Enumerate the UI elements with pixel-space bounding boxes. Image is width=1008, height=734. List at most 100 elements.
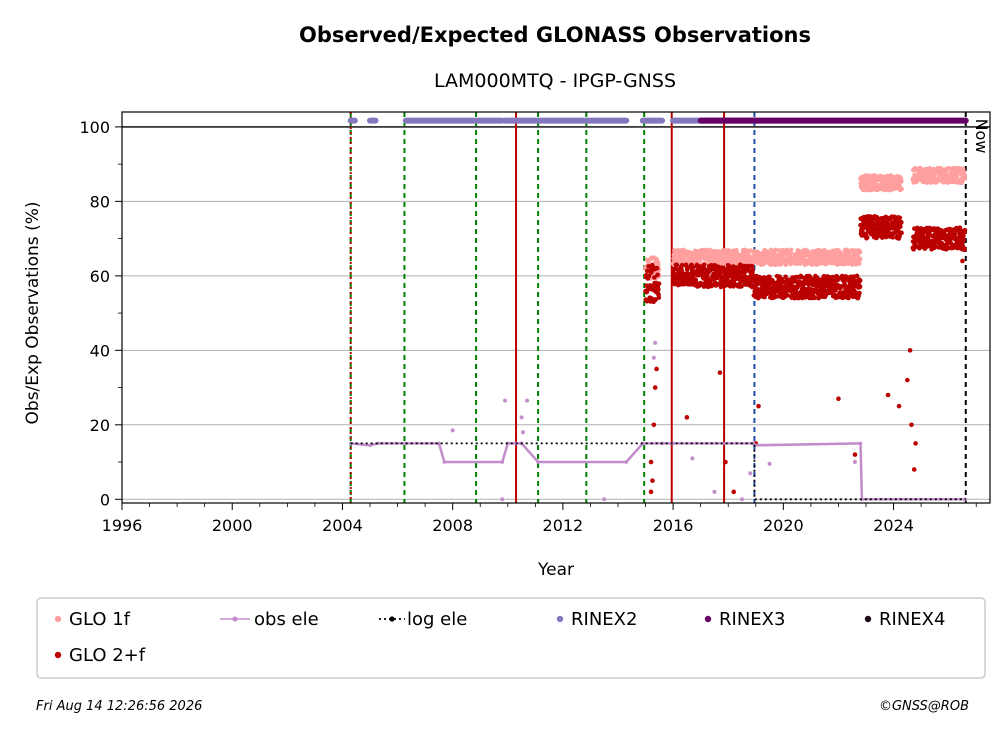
glo_1f-point [946, 165, 952, 171]
legend-marker [389, 616, 395, 622]
legend-marker [556, 615, 564, 623]
legend-item-log_ele: log ele [379, 609, 467, 630]
legend-label: RINEX4 [879, 609, 945, 630]
now-label: Now [972, 119, 991, 154]
footer-credit: ©GNSS@ROB [879, 699, 969, 714]
legend-item-glo_2f: GLO 2+f [54, 645, 146, 666]
glo_2f-point [898, 224, 903, 229]
obs-ele-point [653, 340, 658, 345]
x-tick-label: 2016 [653, 516, 694, 535]
glo_2f-point [962, 247, 967, 252]
obs-ele-point [368, 443, 372, 448]
chart-title: Observed/Expected GLONASS Observations [299, 23, 811, 47]
x-tick-label: 2024 [873, 516, 914, 535]
legend-item-rinex3: RINEX3 [704, 609, 785, 630]
glo_1f-point [961, 169, 967, 175]
glo_2f-point [644, 289, 650, 295]
glo_2f-point [646, 273, 652, 279]
glo_1f-point [744, 248, 750, 253]
legend-marker [864, 615, 872, 623]
glo_2f-point [907, 348, 913, 353]
obs-ele-point [536, 460, 540, 464]
glo_2f-point [885, 392, 891, 398]
glo_2f-point [653, 297, 658, 303]
legend-marker [54, 615, 62, 623]
glo_2f-point [650, 478, 655, 483]
glo_2f-point [654, 366, 659, 372]
glo_2f-point [857, 290, 862, 296]
glo_2f-point [679, 262, 685, 268]
event-lines [349, 112, 967, 503]
y-tick-label: 100 [79, 118, 110, 137]
glo_1f-point [899, 179, 904, 184]
x-axis-label: Year [537, 560, 574, 580]
glo_1f-point [788, 247, 794, 253]
glo_2f-point [723, 459, 728, 465]
obs-ele-point [519, 415, 524, 420]
glo_2f-point [960, 258, 965, 264]
legend-marker [54, 651, 62, 659]
obs-ele-point [767, 461, 772, 466]
glo_2f-point [674, 262, 680, 268]
x-tick-label: 2004 [322, 516, 363, 535]
obs-ele-point [852, 460, 857, 465]
glo_2f-point [909, 422, 914, 428]
glo_2f-point [913, 441, 918, 446]
obs-ele-point [437, 441, 441, 446]
y-tick-label: 40 [90, 341, 110, 360]
obs-ele-point [520, 430, 525, 435]
plot-frame [121, 111, 991, 504]
glo_2f-point [857, 284, 863, 290]
glo_2f-point [830, 274, 835, 280]
y-axis-label: Obs/Exp Observations (%) [23, 202, 43, 425]
glo_2f-point [896, 403, 902, 409]
legend-marker [704, 615, 712, 623]
glo_2f-point [857, 278, 863, 283]
glo_1f-point [857, 256, 863, 262]
glo_2f-point [838, 284, 844, 289]
footer-timestamp: Fri Aug 14 12:26:56 2026 [36, 699, 202, 714]
obs-ele-point [651, 355, 656, 360]
legend-item-rinex2: RINEX2 [556, 609, 637, 630]
glo_2f-point [961, 237, 966, 242]
legend-label: GLO 1f [69, 609, 131, 630]
glo_2f-point [899, 230, 904, 236]
glo_2f-point [823, 292, 829, 298]
glo_2f-point [812, 295, 818, 301]
glo_2f-point [684, 267, 690, 273]
glo_2f-point [749, 264, 755, 269]
obs-ele-point [602, 497, 607, 502]
obs-ele-point [503, 398, 508, 403]
glo_2f-point [854, 273, 860, 279]
obs-ele-point [690, 456, 695, 461]
glo_2f-point [836, 396, 841, 402]
glo_2f-point [731, 489, 737, 495]
glo_2f-point [656, 287, 661, 292]
glo_2f-point [652, 275, 657, 280]
glo_2f-point [962, 227, 968, 233]
x-tick-label: 2012 [543, 516, 584, 535]
obs-ele-point [442, 460, 447, 464]
x-tick-label: 2020 [763, 516, 804, 535]
glo_2f-point [897, 215, 903, 221]
glo_2f-point [739, 284, 744, 289]
obs-ele-point [450, 428, 455, 433]
legend-marker [232, 616, 238, 622]
obs-ele-point [525, 398, 530, 403]
glo_1f-point [856, 260, 862, 266]
obs-ele-point [500, 497, 505, 502]
glo_2f-point [684, 415, 690, 420]
axis-ticks: 1996 2000 2004 2008 2012 2016 2020 2024 0 20 40 60 8… [79, 118, 977, 535]
x-tick-label: 2008 [432, 516, 473, 535]
glo_2f-point [952, 231, 958, 237]
legend-item-rinex4: RINEX4 [864, 609, 945, 630]
obs-ele-point [624, 460, 629, 464]
legend-item-glo_1f: GLO 1f [54, 609, 131, 630]
glo_1f-point [773, 247, 779, 253]
glo_2f-point [646, 263, 651, 269]
glo_2f-point [852, 452, 858, 457]
y-tick-label: 0 [100, 490, 110, 509]
legend: GLO 1f obs ele log ele RINEX2 RINEX3 RINEX4 GL… [36, 597, 986, 679]
obs-ele-point [740, 497, 744, 502]
